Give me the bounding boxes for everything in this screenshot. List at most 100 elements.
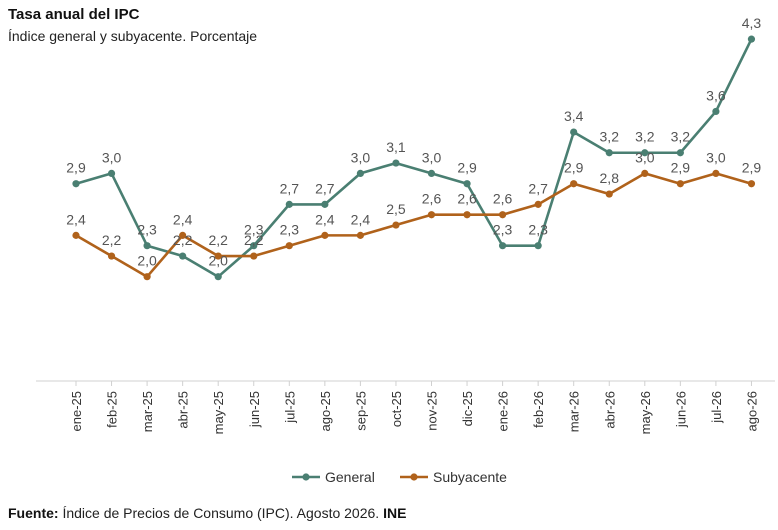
x-tick-label: ago-26 [744, 391, 759, 431]
data-label-general: 2,2 [173, 232, 193, 248]
data-label-general: 2,7 [315, 180, 335, 196]
data-point-subyacente [712, 169, 720, 177]
data-point-general [143, 242, 151, 250]
data-point-subyacente [143, 273, 151, 281]
data-label-general: 2,0 [208, 253, 228, 269]
data-point-subyacente [676, 180, 684, 188]
data-label-general: 3,0 [351, 149, 371, 165]
data-label-general: 2,3 [244, 222, 264, 238]
data-point-subyacente [214, 252, 222, 260]
series-lines [72, 35, 756, 281]
data-point-subyacente [285, 242, 293, 250]
x-tick-label: ene-26 [496, 391, 511, 431]
data-label-general: 3,4 [564, 108, 584, 124]
data-point-subyacente [179, 231, 187, 239]
data-point-general [285, 200, 293, 208]
data-label-subyacente: 3,0 [635, 149, 655, 165]
x-tick-label: oct-25 [389, 391, 404, 427]
data-point-general [747, 35, 756, 43]
data-label-subyacente: 2,2 [208, 232, 228, 248]
source-org: INE [383, 505, 407, 521]
data-label-subyacente: 2,3 [280, 222, 300, 238]
data-point-general [250, 242, 258, 250]
data-point-general [214, 273, 222, 281]
data-label-subyacente: 2,9 [742, 160, 762, 176]
legend-marker-general [302, 473, 310, 481]
data-point-general [463, 180, 471, 188]
source-label: Fuente: [8, 505, 59, 521]
series-line-general [75, 38, 753, 279]
x-tick-label: abr-26 [602, 391, 617, 429]
data-label-general: 3,0 [422, 149, 442, 165]
data-label-subyacente: 2,8 [600, 170, 620, 186]
data-point-general [179, 252, 187, 260]
data-point-general [641, 149, 649, 157]
data-point-general [605, 149, 613, 157]
data-point-general [72, 180, 80, 188]
data-label-general: 2,7 [280, 180, 300, 196]
data-label-subyacente: 2,0 [137, 253, 157, 269]
data-label-subyacente: 2,9 [671, 160, 691, 176]
x-tick-label: jul-26 [709, 391, 724, 424]
data-label-subyacente: 2,7 [528, 180, 548, 196]
x-tick-label: mar-26 [567, 391, 582, 432]
data-label-subyacente: 2,2 [244, 232, 264, 248]
data-label-general: 4,3 [742, 15, 762, 31]
data-label-subyacente: 2,6 [493, 191, 513, 207]
data-point-subyacente [605, 190, 613, 198]
data-point-subyacente [72, 231, 80, 239]
data-point-general [570, 128, 578, 136]
data-point-subyacente [499, 211, 507, 219]
legend-label-general[interactable]: General [325, 469, 375, 485]
x-tick-label: sep-25 [353, 391, 368, 431]
data-point-subyacente [534, 200, 542, 208]
data-label-general: 3,2 [635, 129, 655, 145]
series-line-subyacente [75, 172, 752, 279]
x-tick-label: jul-25 [282, 391, 297, 424]
data-point-general [107, 169, 116, 177]
data-point-subyacente [747, 180, 756, 188]
data-point-subyacente [321, 231, 329, 239]
data-label-subyacente: 3,0 [706, 149, 726, 165]
data-point-general [392, 159, 400, 167]
legend-label-subyacente[interactable]: Subyacente [433, 469, 507, 485]
data-label-general: 3,6 [706, 87, 726, 103]
data-label-subyacente: 2,4 [66, 211, 86, 227]
data-point-general [427, 169, 436, 177]
x-tick-label: abr-25 [176, 391, 191, 429]
data-label-general: 2,9 [457, 160, 477, 176]
line-chart: ene-25 feb-25 mar-25 abr-25 may-25 jun-25 jul-… [36, 15, 775, 485]
data-point-subyacente [107, 252, 116, 260]
data-label-subyacente: 2,6 [422, 191, 442, 207]
legend-marker-subyacente [410, 473, 418, 481]
data-label-subyacente: 2,5 [386, 201, 406, 217]
data-label-general: 2,3 [493, 222, 513, 238]
data-point-subyacente [463, 211, 471, 219]
x-tick-label: feb-26 [531, 391, 546, 428]
data-point-subyacente [427, 211, 436, 219]
data-point-general [499, 242, 507, 250]
data-label-subyacente: 2,9 [564, 160, 584, 176]
data-label-general: 3,2 [600, 129, 620, 145]
source-text: Índice de Precios de Consumo (IPC). Agos… [58, 505, 384, 521]
data-point-subyacente [641, 169, 649, 177]
data-point-general [356, 169, 364, 177]
data-labels: 2,93,02,32,22,02,32,7 2,73,03,13,02,92,3 2… [66, 15, 761, 269]
data-label-general: 2,3 [528, 222, 548, 238]
data-label-subyacente: 2,4 [315, 211, 335, 227]
data-point-subyacente [570, 180, 578, 188]
data-label-general: 3,1 [386, 139, 406, 155]
x-tick-label: jun-25 [247, 391, 262, 428]
x-tick-label: nov-25 [425, 391, 440, 431]
x-tick-label: may-26 [638, 391, 653, 434]
source-note: Fuente: Índice de Precios de Consumo (IP… [8, 505, 406, 521]
data-label-subyacente: 2,6 [457, 191, 477, 207]
x-axis-labels: ene-25 feb-25 mar-25 abr-25 may-25 jun-25 jul-… [69, 391, 759, 434]
data-point-general [712, 107, 720, 116]
x-tick-label: jun-26 [673, 391, 688, 428]
chart-title: Tasa anual del IPC [8, 6, 140, 23]
data-point-subyacente [392, 221, 400, 229]
data-label-subyacente: 2,2 [102, 232, 122, 248]
x-tick-label: may-25 [211, 391, 226, 434]
x-axis-ticks [75, 381, 752, 386]
